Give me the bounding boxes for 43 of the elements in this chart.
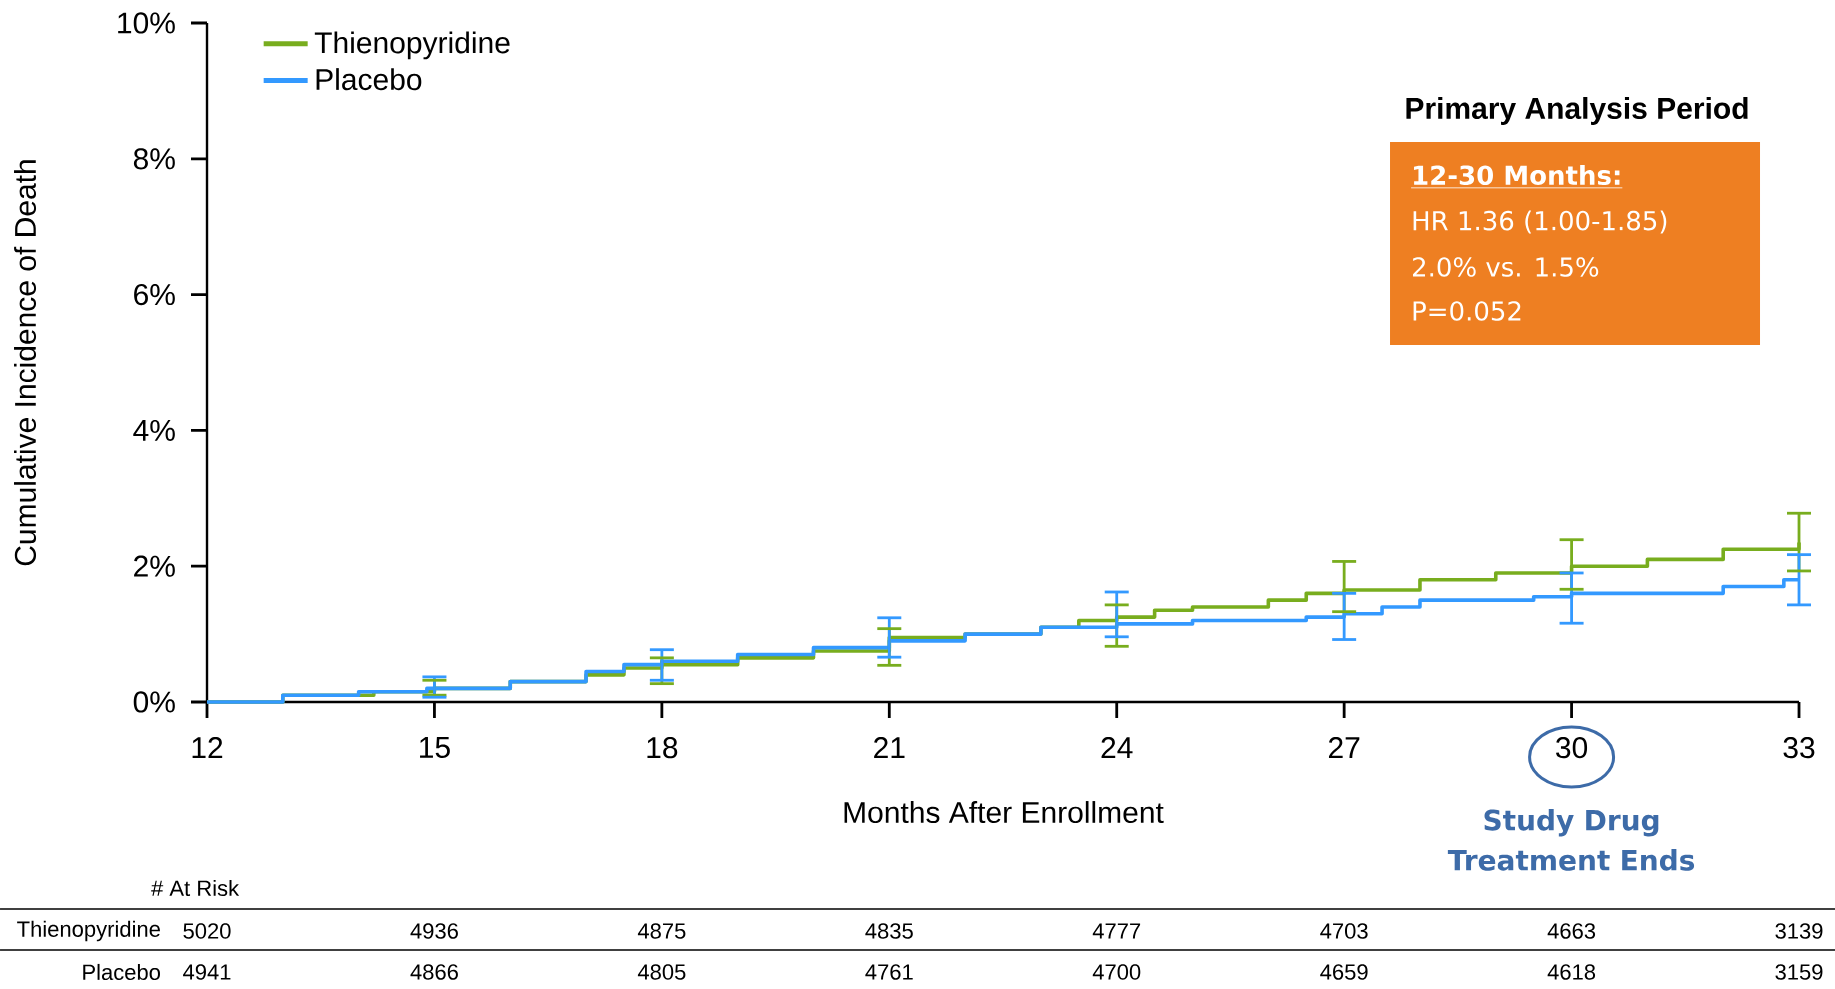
x-tick-label: 21 — [874, 737, 905, 758]
legend-label: Thienopyridine — [314, 31, 510, 60]
text: 4761 — [865, 964, 913, 980]
y-tick-label: 4% — [133, 419, 175, 441]
text: 4700 — [1092, 964, 1141, 980]
y-axis-title: Cumulative Incidence of Death — [14, 160, 37, 566]
x-tick-label: 27 — [1328, 737, 1360, 758]
text: Thienopyridine — [17, 920, 160, 942]
text: 4936 — [410, 923, 458, 939]
text: 4703 — [1320, 923, 1368, 939]
text: 4663 — [1547, 923, 1596, 939]
annotation: HR 1.36 (1.00-1.85) — [1413, 210, 1667, 234]
y-tick-label: 6% — [134, 283, 175, 306]
x-tick-label: 18 — [647, 737, 678, 759]
text: 4777 — [1092, 923, 1141, 939]
y-tick-label: 8% — [133, 148, 175, 170]
text: 3139 — [1775, 923, 1823, 939]
text: 4618 — [1547, 964, 1596, 980]
x-tick-label: 12 — [192, 737, 223, 758]
text: 3159 — [1775, 964, 1823, 980]
text: 4875 — [637, 923, 686, 939]
annotation: Primary Analysis Period — [1406, 97, 1748, 125]
annotation: 2.0% vs. 1.5% — [1412, 257, 1599, 277]
annotation: 12-30 Months: — [1414, 164, 1620, 186]
text: 4805 — [637, 964, 686, 980]
x-tick-label: 15 — [420, 737, 450, 758]
legend-label: Placebo — [316, 68, 422, 91]
text: Study Drug Treatment Ends — [1447, 809, 1695, 871]
text: 4659 — [1320, 964, 1368, 980]
y-tick-label: 2% — [134, 555, 175, 577]
text: # At Risk — [151, 879, 240, 897]
text: Placebo — [83, 963, 160, 981]
text: 5020 — [183, 923, 231, 939]
annotation: P=0.052 — [1413, 301, 1521, 321]
text: 4866 — [410, 964, 458, 980]
y-tick-label: 0% — [133, 691, 175, 713]
x-tick-label: 30 — [1556, 737, 1588, 759]
x-tick-label: 33 — [1783, 737, 1815, 759]
y-tick-label: 10% — [118, 12, 175, 34]
x-axis-title: Months After Enrollment — [844, 801, 1164, 824]
text: 4941 — [183, 964, 231, 980]
x-tick-label: 24 — [1101, 737, 1133, 758]
text: 4835 — [865, 923, 913, 939]
